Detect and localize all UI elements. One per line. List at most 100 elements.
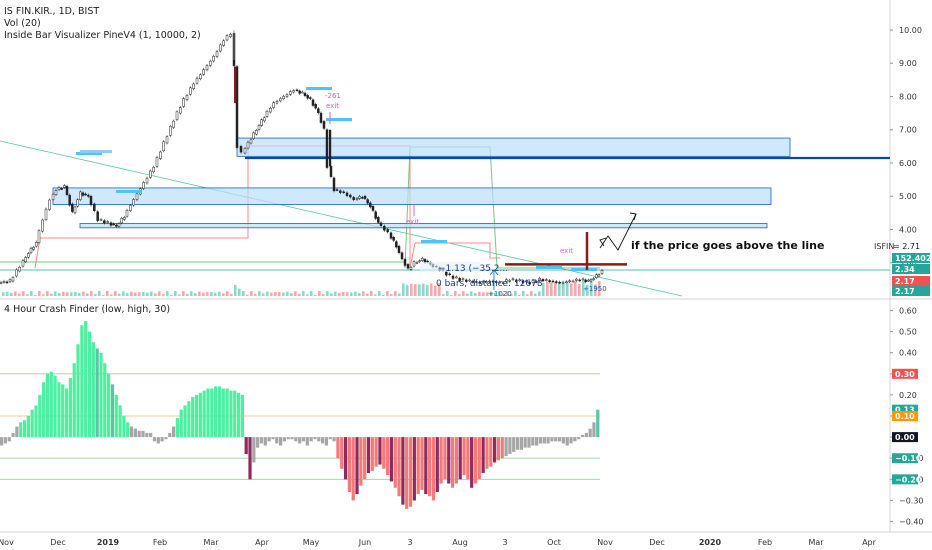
volume-bar <box>182 291 185 296</box>
candle-body <box>578 279 581 282</box>
candle-body <box>575 278 578 281</box>
osc-bar <box>512 437 516 452</box>
osc-bar <box>275 437 279 444</box>
volume-bar <box>262 293 265 296</box>
candle-body <box>392 237 395 241</box>
candle-body <box>125 210 129 217</box>
osc-bar <box>229 390 233 438</box>
measure-arrowhead <box>489 269 499 276</box>
volume-bar <box>478 291 481 296</box>
osc-bar <box>374 437 378 467</box>
osc-bar <box>278 437 283 446</box>
volume-bar <box>202 292 205 296</box>
osc-badge <box>892 411 918 421</box>
measure-bars: 0 bars, distance: 12678 <box>436 279 543 289</box>
candle-body <box>548 280 551 283</box>
inside-bar-marker <box>536 266 562 269</box>
osc-badge <box>892 404 918 415</box>
volume-bar <box>586 284 589 296</box>
osc-bar <box>187 401 191 438</box>
candle-body <box>249 139 253 144</box>
osc-bar <box>248 437 252 480</box>
candle-body <box>48 199 51 210</box>
volume-bar <box>342 291 345 296</box>
candle-body <box>209 60 212 66</box>
volume-bar <box>442 294 445 296</box>
osc-bar <box>244 437 248 454</box>
volume-bar <box>102 294 105 296</box>
volume-bar <box>66 292 69 296</box>
osc-bar <box>61 384 65 438</box>
candle-body <box>561 281 565 284</box>
candle-body <box>182 98 185 107</box>
osc-bar <box>401 437 405 505</box>
volume-bar <box>510 294 513 296</box>
candle-body <box>363 195 367 199</box>
volume-bar <box>326 291 329 296</box>
measure-value-2: +1950 <box>583 285 607 293</box>
volume-bar <box>278 292 281 296</box>
inside-bar-marker <box>80 150 112 153</box>
candle-body <box>600 270 604 274</box>
osc-bar <box>324 437 329 446</box>
candle-body <box>44 208 48 220</box>
volume-bar <box>298 293 301 296</box>
osc-bar <box>458 437 462 480</box>
price-tick-label: 8.00 <box>899 92 917 101</box>
volume-bar <box>258 291 261 296</box>
volume-bar <box>522 291 525 296</box>
candle-body <box>289 91 292 95</box>
candle-body <box>279 98 282 102</box>
osc-bar <box>118 405 122 438</box>
volume-bar <box>370 291 373 296</box>
volume-bar <box>566 281 569 296</box>
osc-bar <box>382 437 386 469</box>
candle-body <box>597 274 601 277</box>
volume-bar <box>402 283 405 296</box>
volume-bar <box>74 291 77 296</box>
volume-bar <box>410 283 413 296</box>
candle-body <box>79 191 82 200</box>
volume-bar <box>518 294 521 296</box>
candle-body <box>5 281 9 284</box>
inside-bar-marker <box>421 240 447 243</box>
osc-bar <box>72 363 76 438</box>
volume-bar <box>250 291 253 296</box>
volume-bar <box>502 293 505 296</box>
candle-body <box>349 194 352 198</box>
candle-body <box>76 199 79 207</box>
time-tick-label: 2020 <box>699 538 722 547</box>
osc-bar <box>45 373 50 438</box>
osc-badge-value: −0.10 <box>895 454 922 463</box>
candle-body <box>68 194 71 206</box>
volume-bar <box>218 291 221 296</box>
oscillator-pane[interactable] <box>0 321 600 509</box>
zone-box <box>79 223 768 229</box>
volume-bar <box>450 294 453 296</box>
volume-bar <box>270 292 273 296</box>
annotation-note[interactable]: if the price goes above the line <box>631 239 825 252</box>
volume-bar <box>94 294 97 296</box>
candle-body <box>115 224 118 227</box>
candle-body <box>409 267 413 270</box>
osc-bar <box>439 437 443 484</box>
price-pane[interactable] <box>0 29 890 297</box>
candle-body <box>525 280 528 283</box>
candle-body <box>342 191 345 194</box>
osc-bar <box>359 437 363 486</box>
candle-body <box>418 260 421 263</box>
candle-body <box>355 198 359 200</box>
candle-body <box>192 83 195 89</box>
candle-body <box>205 65 209 71</box>
osc-tick-label: −0.40 <box>899 518 924 527</box>
volume-bar <box>470 291 473 296</box>
volume-bar <box>238 288 241 296</box>
volume-bar <box>506 291 509 296</box>
volume-bar <box>526 294 529 296</box>
candle-body <box>0 282 3 284</box>
volume-bar <box>354 291 357 296</box>
candle-body <box>41 219 44 232</box>
projection-arrowhead <box>629 212 637 221</box>
osc-bar <box>133 428 137 438</box>
